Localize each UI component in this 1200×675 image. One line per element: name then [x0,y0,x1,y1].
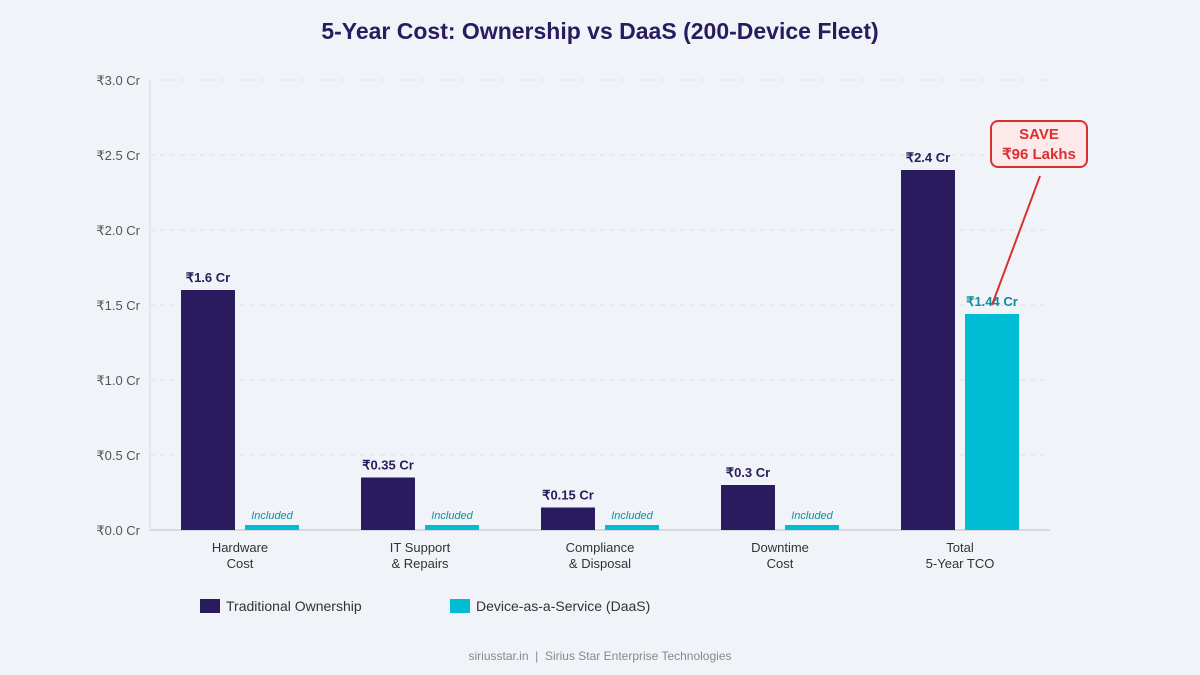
x-tick-label: Hardware [212,540,268,555]
data-label: ₹1.44 Cr [966,294,1018,309]
x-tick-label: Total [946,540,974,555]
x-tick-label: 5-Year TCO [926,556,995,571]
daas-bar [605,525,659,530]
y-tick-label: ₹0.0 Cr [96,523,140,538]
x-tick-label: Cost [767,556,794,571]
data-label: ₹0.15 Cr [542,488,594,503]
ownership-bar [181,290,235,530]
data-label: Included [251,510,293,522]
data-label: ₹2.4 Cr [906,150,950,165]
x-tick-label: Compliance [566,540,635,555]
y-tick-label: ₹2.0 Cr [96,223,140,238]
callout-line2: ₹96 Lakhs [1002,146,1076,163]
footer: siriusstar.in | Sirius Star Enterprise T… [468,649,732,663]
y-tick-label: ₹3.0 Cr [96,73,140,88]
x-tick-label: Downtime [751,540,809,555]
y-tick-label: ₹1.0 Cr [96,373,140,388]
daas-bar [965,314,1019,530]
x-tick-label: IT Support [390,540,451,555]
legend-swatch [450,599,470,613]
x-tick-label: & Disposal [569,556,631,571]
y-tick-label: ₹2.5 Cr [96,148,140,163]
chart-title: 5-Year Cost: Ownership vs DaaS (200-Devi… [321,18,879,44]
ownership-bar [541,507,595,530]
ownership-bar [721,485,775,530]
data-label: ₹0.3 Cr [726,465,770,480]
data-label: ₹0.35 Cr [362,458,414,473]
legend-label: Device-as-a-Service (DaaS) [476,598,651,614]
savings-callout: SAVE ₹96 Lakhs [990,120,1088,168]
legend-item-daas: Device-as-a-Service (DaaS) [450,598,650,614]
data-label: ₹1.6 Cr [186,270,230,285]
ownership-bar [361,477,415,530]
callout-pointer [991,175,1041,306]
data-label: Included [611,510,653,522]
legend-swatch [200,599,220,613]
data-label: Included [431,510,473,522]
callout-line1: SAVE [1019,126,1059,143]
daas-bar [425,525,479,530]
y-tick-label: ₹1.5 Cr [96,298,140,313]
legend-item-traditional: Traditional Ownership [200,598,362,614]
ownership-bar [901,170,955,530]
daas-bar [785,525,839,530]
data-label: Included [791,510,833,522]
daas-bar [245,525,299,530]
x-tick-label: Cost [227,556,254,571]
y-tick-label: ₹0.5 Cr [96,448,140,463]
x-tick-label: & Repairs [391,556,449,571]
legend-label: Traditional Ownership [226,598,362,614]
